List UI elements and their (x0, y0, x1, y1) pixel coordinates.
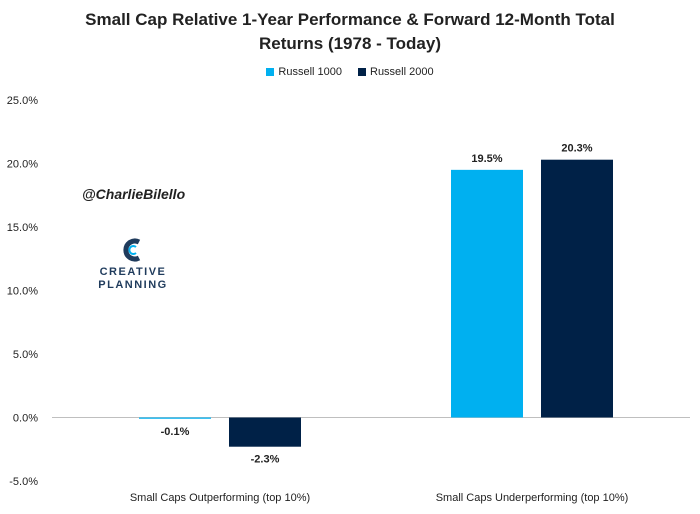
bar (541, 159, 613, 418)
bar (229, 417, 301, 447)
watermark-handle: @CharlieBilello (82, 186, 186, 202)
y-tick-label: -5.0% (9, 476, 38, 488)
data-label: 20.3% (561, 143, 592, 155)
y-tick-label: 25.0% (7, 95, 38, 107)
creative-planning-c-logo-icon (123, 238, 141, 262)
logo-text-line1: CREATIVE (99, 266, 167, 278)
y-tick-label: 0.0% (13, 413, 38, 425)
x-tick-label: Small Caps Outperforming (top 10%) (130, 492, 310, 504)
x-tick-label: Small Caps Underperforming (top 10%) (436, 492, 629, 504)
chart-title-line2: Returns (1978 - Today) (258, 34, 441, 53)
logo-text-line2: PLANNING (98, 279, 168, 291)
chart-title-line1: Small Cap Relative 1-Year Performance & … (85, 10, 615, 29)
legend-item-russell2000: Russell 2000 (358, 66, 434, 78)
y-tick-label: 20.0% (7, 159, 38, 171)
legend-swatch-russell2000 (358, 68, 366, 76)
y-tick-label: 15.0% (7, 222, 38, 234)
legend-swatch-russell1000 (266, 68, 275, 76)
y-tick-label: 10.0% (7, 286, 38, 298)
data-label: -2.3% (251, 454, 280, 466)
data-label: -0.1% (161, 426, 190, 438)
chart-title: Small Cap Relative 1-Year Performance & … (40, 8, 660, 56)
legend-label-russell2000: Russell 2000 (370, 66, 434, 78)
bar (451, 169, 523, 418)
legend-item-russell1000: Russell 1000 (266, 66, 342, 78)
y-tick-label: 5.0% (13, 349, 38, 361)
bar (139, 417, 211, 419)
legend-label-russell1000: Russell 1000 (278, 66, 342, 78)
data-label: 19.5% (471, 153, 502, 165)
legend: Russell 1000 Russell 2000 (0, 66, 700, 78)
creative-planning-logo: CREATIVE PLANNING (97, 238, 169, 292)
